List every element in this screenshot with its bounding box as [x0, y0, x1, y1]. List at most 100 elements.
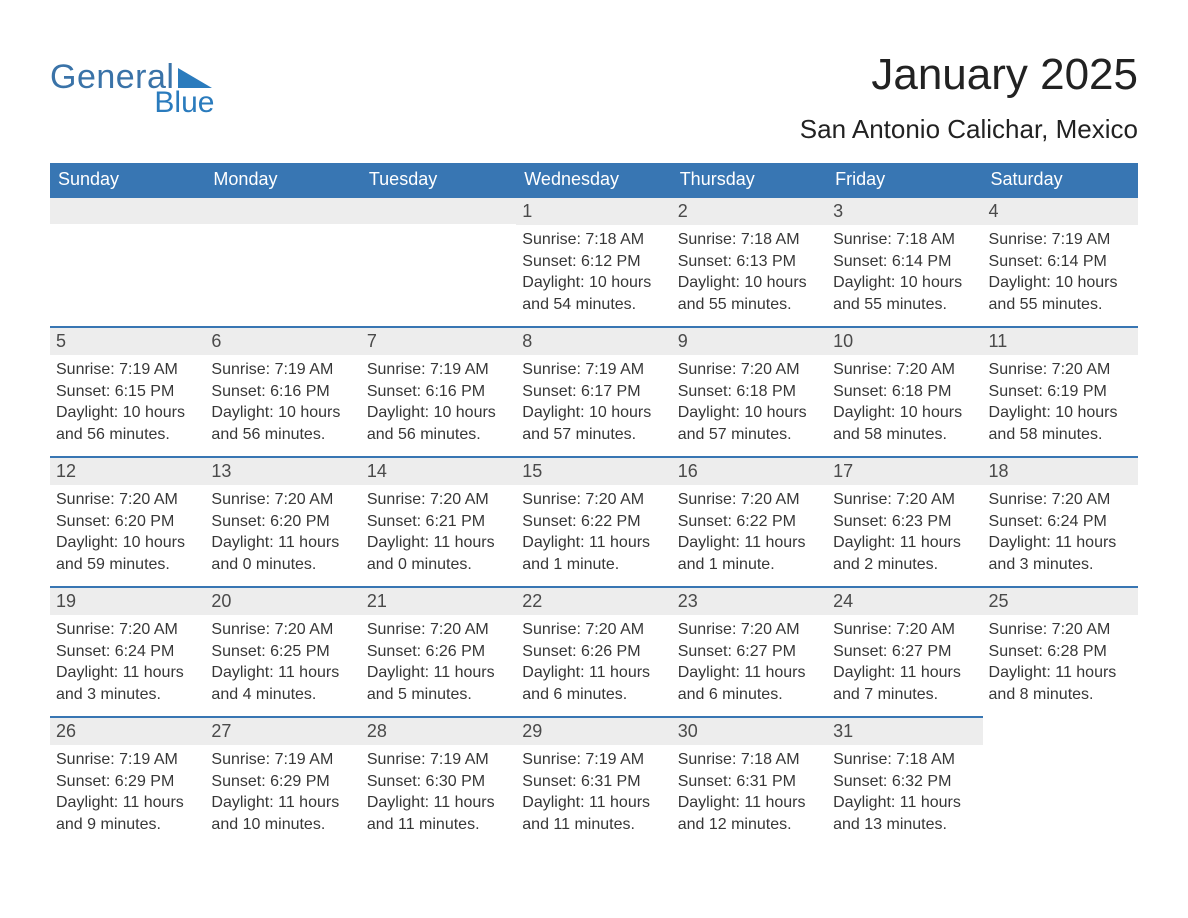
day-number: 9 — [672, 326, 827, 355]
daylight-line: Daylight: 11 hours and 5 minutes. — [367, 662, 510, 705]
calendar-cell: 31 Sunrise: 7:18 AMSunset: 6:32 PMDayligh… — [827, 716, 982, 846]
sunset-line: Sunset: 6:30 PM — [367, 771, 510, 793]
brand-logo: General Blue — [50, 50, 216, 118]
calendar-cell: 15Sunrise: 7:20 AMSunset: 6:22 PMDayligh… — [516, 456, 671, 586]
sunrise-line: Sunrise: 7:19 AM — [367, 749, 510, 771]
day-details: Sunrise: 7:20 AMSunset: 6:27 PMDaylight:… — [672, 615, 827, 707]
day-details: Sunrise: 7:19 AMSunset: 6:29 PMDaylight:… — [205, 745, 360, 837]
sunrise-line: Sunrise: 7:20 AM — [989, 619, 1132, 641]
weekday-header: Sunday — [50, 163, 205, 196]
sunrise-line: Sunrise: 7:18 AM — [833, 229, 976, 251]
sunrise-line: Sunrise: 7:19 AM — [211, 359, 354, 381]
daylight-line: Daylight: 10 hours and 58 minutes. — [989, 402, 1132, 445]
sunset-line: Sunset: 6:14 PM — [989, 251, 1132, 273]
day-number: 19 — [50, 586, 205, 615]
calendar-cell: 23Sunrise: 7:20 AMSunset: 6:27 PMDayligh… — [672, 586, 827, 716]
sunset-line: Sunset: 6:19 PM — [989, 381, 1132, 403]
empty-day — [361, 196, 516, 224]
sunset-line: Sunset: 6:32 PM — [833, 771, 976, 793]
sunrise-line: Sunrise: 7:18 AM — [678, 229, 821, 251]
empty-day — [205, 196, 360, 224]
sunset-line: Sunset: 6:29 PM — [211, 771, 354, 793]
calendar-cell: 7Sunrise: 7:19 AMSunset: 6:16 PMDaylight… — [361, 326, 516, 456]
sunset-line: Sunset: 6:20 PM — [211, 511, 354, 533]
daylight-line: Daylight: 10 hours and 55 minutes. — [678, 272, 821, 315]
sunrise-line: Sunrise: 7:18 AM — [833, 749, 976, 771]
sunset-line: Sunset: 6:26 PM — [367, 641, 510, 663]
daylight-line: Daylight: 11 hours and 13 minutes. — [833, 792, 976, 835]
calendar-cell — [983, 716, 1138, 846]
daylight-line: Daylight: 11 hours and 7 minutes. — [833, 662, 976, 705]
day-details: Sunrise: 7:20 AMSunset: 6:24 PMDaylight:… — [983, 485, 1138, 577]
daylight-line: Daylight: 10 hours and 58 minutes. — [833, 402, 976, 445]
daylight-line: Daylight: 10 hours and 55 minutes. — [989, 272, 1132, 315]
sunset-line: Sunset: 6:13 PM — [678, 251, 821, 273]
daylight-line: Daylight: 10 hours and 54 minutes. — [522, 272, 665, 315]
daylight-line: Daylight: 11 hours and 0 minutes. — [211, 532, 354, 575]
sunrise-line: Sunrise: 7:20 AM — [833, 489, 976, 511]
calendar-cell: 18Sunrise: 7:20 AMSunset: 6:24 PMDayligh… — [983, 456, 1138, 586]
day-number: 25 — [983, 586, 1138, 615]
calendar-cell: 29Sunrise: 7:19 AMSunset: 6:31 PMDayligh… — [516, 716, 671, 846]
day-details: Sunrise: 7:20 AMSunset: 6:27 PMDaylight:… — [827, 615, 982, 707]
day-details: Sunrise: 7:19 AMSunset: 6:16 PMDaylight:… — [205, 355, 360, 447]
calendar-cell: 6Sunrise: 7:19 AMSunset: 6:16 PMDaylight… — [205, 326, 360, 456]
sunrise-line: Sunrise: 7:20 AM — [211, 489, 354, 511]
calendar-cell: 28Sunrise: 7:19 AMSunset: 6:30 PMDayligh… — [361, 716, 516, 846]
sunrise-line: Sunrise: 7:20 AM — [56, 619, 199, 641]
sunrise-line: Sunrise: 7:20 AM — [211, 619, 354, 641]
calendar-cell: 4Sunrise: 7:19 AMSunset: 6:14 PMDaylight… — [983, 196, 1138, 326]
sunset-line: Sunset: 6:18 PM — [678, 381, 821, 403]
sunset-line: Sunset: 6:22 PM — [678, 511, 821, 533]
sunrise-line: Sunrise: 7:20 AM — [678, 619, 821, 641]
daylight-line: Daylight: 10 hours and 57 minutes. — [678, 402, 821, 445]
day-number: 12 — [50, 456, 205, 485]
daylight-line: Daylight: 11 hours and 1 minute. — [678, 532, 821, 575]
day-number: 10 — [827, 326, 982, 355]
brand-sub: Blue — [154, 88, 214, 118]
calendar-cell: 21 Sunrise: 7:20 AMSunset: 6:26 PMDayligh… — [361, 586, 516, 716]
page-title: January 2025 — [800, 50, 1138, 100]
daylight-line: Daylight: 11 hours and 6 minutes. — [522, 662, 665, 705]
sunset-line: Sunset: 6:16 PM — [367, 381, 510, 403]
day-number: 17 — [827, 456, 982, 485]
calendar-cell: 19Sunrise: 7:20 AMSunset: 6:24 PMDayligh… — [50, 586, 205, 716]
day-details: Sunrise: 7:19 AMSunset: 6:17 PMDaylight:… — [516, 355, 671, 447]
sunrise-line: Sunrise: 7:19 AM — [522, 359, 665, 381]
sunrise-line: Sunrise: 7:20 AM — [833, 359, 976, 381]
daylight-line: Daylight: 10 hours and 57 minutes. — [522, 402, 665, 445]
day-number: 24 — [827, 586, 982, 615]
day-number: 3 — [827, 196, 982, 225]
sunrise-line: Sunrise: 7:20 AM — [678, 489, 821, 511]
sunset-line: Sunset: 6:25 PM — [211, 641, 354, 663]
daylight-line: Daylight: 11 hours and 1 minute. — [522, 532, 665, 575]
day-details: Sunrise: 7:19 AMSunset: 6:30 PMDaylight:… — [361, 745, 516, 837]
daylight-line: Daylight: 10 hours and 59 minutes. — [56, 532, 199, 575]
daylight-line: Daylight: 10 hours and 56 minutes. — [367, 402, 510, 445]
day-number: 22 — [516, 586, 671, 615]
calendar-cell: 25Sunrise: 7:20 AMSunset: 6:28 PMDayligh… — [983, 586, 1138, 716]
day-details: Sunrise: 7:20 AMSunset: 6:23 PMDaylight:… — [827, 485, 982, 577]
sunrise-line: Sunrise: 7:18 AM — [678, 749, 821, 771]
day-number: 21 — [361, 586, 516, 615]
sunset-line: Sunset: 6:29 PM — [56, 771, 199, 793]
daylight-line: Daylight: 10 hours and 56 minutes. — [211, 402, 354, 445]
sunrise-line: Sunrise: 7:19 AM — [56, 749, 199, 771]
sunrise-line: Sunrise: 7:19 AM — [211, 749, 354, 771]
day-details: Sunrise: 7:20 AMSunset: 6:24 PMDaylight:… — [50, 615, 205, 707]
calendar-cell: 1Sunrise: 7:18 AMSunset: 6:12 PMDaylight… — [516, 196, 671, 326]
sunrise-line: Sunrise: 7:18 AM — [522, 229, 665, 251]
sunrise-line: Sunrise: 7:20 AM — [522, 619, 665, 641]
day-details: Sunrise: 7:20 AMSunset: 6:19 PMDaylight:… — [983, 355, 1138, 447]
sunrise-line: Sunrise: 7:20 AM — [367, 619, 510, 641]
day-number: 7 — [361, 326, 516, 355]
day-details: Sunrise: 7:20 AMSunset: 6:21 PMDaylight:… — [361, 485, 516, 577]
daylight-line: Daylight: 11 hours and 9 minutes. — [56, 792, 199, 835]
day-details: Sunrise: 7:19 AMSunset: 6:29 PMDaylight:… — [50, 745, 205, 837]
day-number: 31 — [827, 716, 982, 745]
day-number: 18 — [983, 456, 1138, 485]
sunset-line: Sunset: 6:17 PM — [522, 381, 665, 403]
page-subtitle: San Antonio Calichar, Mexico — [800, 114, 1138, 145]
day-number: 2 — [672, 196, 827, 225]
day-details: Sunrise: 7:19 AMSunset: 6:16 PMDaylight:… — [361, 355, 516, 447]
